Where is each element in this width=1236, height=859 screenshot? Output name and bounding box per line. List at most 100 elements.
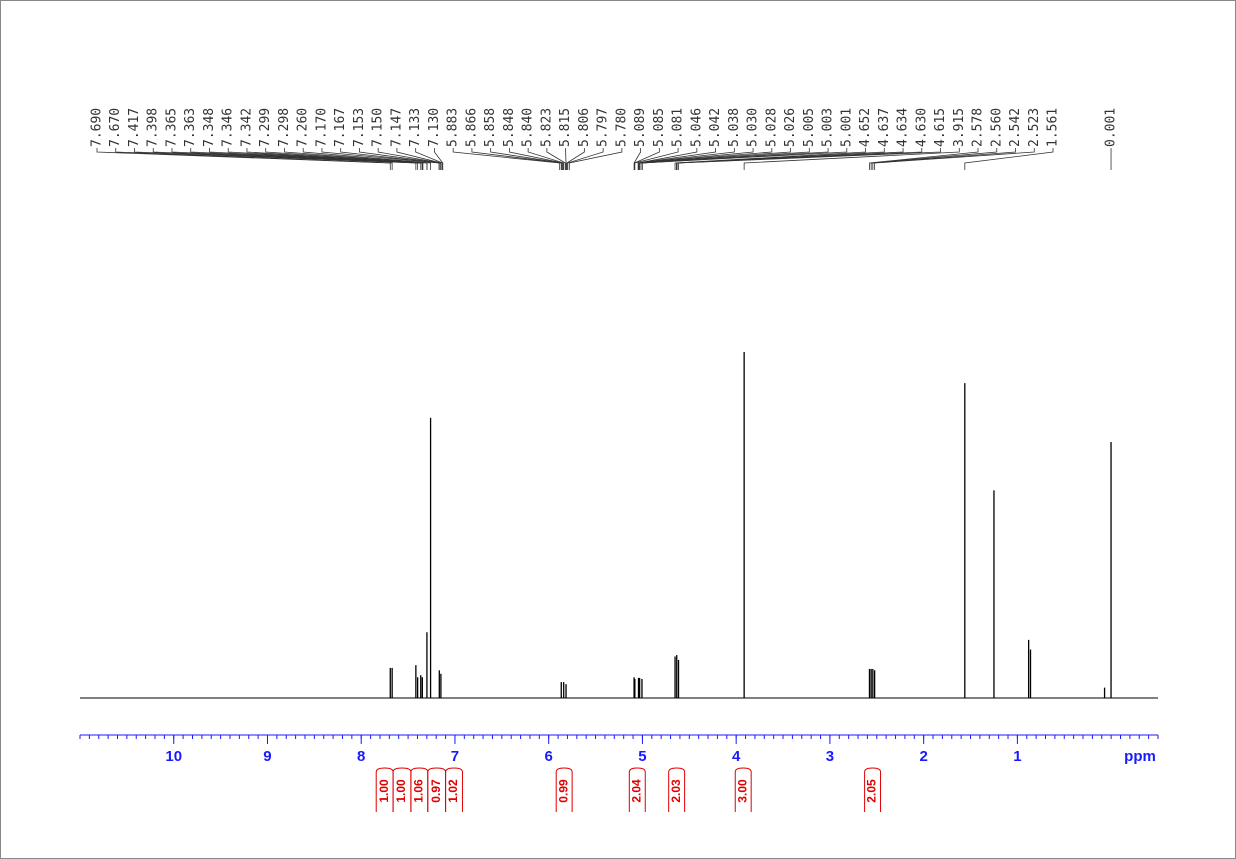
peak-label: 5.883 <box>446 108 461 147</box>
peak-label: 7.298 <box>277 108 292 147</box>
peak-label: 2.523 <box>1027 108 1042 147</box>
peak-label: 4.630 <box>914 108 929 147</box>
peak-label: 5.030 <box>746 108 761 147</box>
peak-label-connector <box>567 148 604 170</box>
peak-label-connector <box>508 148 564 170</box>
peak-label-connector <box>284 148 428 170</box>
peak-label: 2.542 <box>1008 108 1023 147</box>
peak-label: 5.780 <box>614 108 629 147</box>
peak-label: 7.167 <box>333 108 348 147</box>
x-tick-label: 4 <box>732 748 741 765</box>
peak-label: 5.823 <box>539 108 554 147</box>
integral-label: 2.04 <box>629 779 643 803</box>
peak-label-connector <box>641 148 848 170</box>
peak-label: 7.398 <box>146 108 161 147</box>
x-axis-label: ppm <box>1124 748 1156 765</box>
integral-bracket <box>555 767 573 812</box>
x-tick-label: 2 <box>919 748 927 765</box>
peak-label-connector <box>546 148 566 170</box>
peak-label: 4.634 <box>896 108 911 147</box>
peak-label: 4.652 <box>858 108 873 147</box>
peak-label: 4.637 <box>877 108 892 147</box>
peak-label-connector <box>678 148 941 170</box>
peak-label-connector <box>96 148 391 170</box>
peak-label: 5.026 <box>783 108 798 147</box>
peak-label: 7.170 <box>314 108 329 147</box>
peak-label: 7.260 <box>296 108 311 147</box>
peak-label-connector <box>134 148 417 170</box>
integral-bracket <box>864 767 882 812</box>
integral-bracket <box>375 767 394 812</box>
peak-label: 7.670 <box>108 108 123 147</box>
x-tick-label: 8 <box>357 748 365 765</box>
peak-label: 5.001 <box>839 108 854 147</box>
peak-label-connector <box>152 148 419 170</box>
peak-label: 5.815 <box>558 108 573 147</box>
x-tick-label: 3 <box>826 748 834 765</box>
peak-label: 7.153 <box>352 108 367 147</box>
peak-label: 5.806 <box>577 108 592 147</box>
peak-label: 1.561 <box>1046 108 1061 147</box>
peak-label: 5.866 <box>464 108 479 147</box>
peak-label: 5.848 <box>502 108 517 147</box>
peak-label: 5.797 <box>596 108 611 147</box>
peak-label-connector <box>872 148 1016 170</box>
peak-label: 7.133 <box>408 108 423 147</box>
peak-label-connector <box>743 148 960 170</box>
peak-label-connector <box>639 148 791 170</box>
peak-label-connector <box>396 148 442 170</box>
peak-label-connector <box>874 148 1035 170</box>
integral-bracket <box>427 767 447 812</box>
peak-label: 5.042 <box>708 108 723 147</box>
peak-label: 5.840 <box>521 108 536 147</box>
peak-label: 4.615 <box>933 108 948 147</box>
integral-bracket <box>410 767 429 812</box>
peak-label: 7.690 <box>90 108 105 147</box>
peak-label-connector <box>302 148 431 170</box>
integral-label: 1.02 <box>446 779 460 803</box>
peak-label-connector <box>634 148 679 170</box>
peak-label: 7.299 <box>258 108 273 147</box>
peak-label: 2.560 <box>989 108 1004 147</box>
integral-bracket <box>734 767 752 812</box>
peak-label-connector <box>490 148 563 170</box>
integral-bracket <box>392 767 412 812</box>
integral-label: 2.03 <box>669 779 683 803</box>
peak-label-connector <box>115 148 393 170</box>
peak-label-connector <box>452 148 561 170</box>
integral-label: 0.97 <box>429 779 443 803</box>
peak-label: 5.085 <box>652 108 667 147</box>
peak-label: 5.081 <box>671 108 686 147</box>
x-tick-label: 10 <box>165 748 182 765</box>
peak-label: 2.578 <box>971 108 986 147</box>
integral-label: 1.00 <box>377 779 391 803</box>
x-tick-label: 5 <box>638 748 646 765</box>
integral-label: 2.05 <box>865 779 879 803</box>
peak-label: 3.915 <box>952 108 967 147</box>
peak-label-connector <box>568 148 623 170</box>
peak-label-connector <box>638 148 735 170</box>
peak-label: 7.348 <box>202 108 217 147</box>
peak-label-connector <box>471 148 562 170</box>
peak-label-connector <box>246 148 424 170</box>
peak-label-connector <box>676 148 923 170</box>
integral-label: 3.00 <box>735 779 749 803</box>
integral-bracket <box>445 767 463 812</box>
peak-label: 7.147 <box>389 108 404 147</box>
peak-label: 0.001 <box>1104 108 1119 147</box>
integral-label: 0.99 <box>556 779 570 803</box>
integral-label: 1.00 <box>394 779 408 803</box>
peak-label: 5.046 <box>689 108 704 147</box>
peak-label-connector <box>964 148 1054 170</box>
integral-label: 1.06 <box>412 779 426 803</box>
peak-label-connector <box>527 148 565 170</box>
peak-label: 5.028 <box>764 108 779 147</box>
peak-label-connector <box>869 148 979 170</box>
peak-label: 7.363 <box>183 108 198 147</box>
peak-label: 5.038 <box>727 108 742 147</box>
peak-label: 5.003 <box>821 108 836 147</box>
peak-label-connector <box>190 148 422 170</box>
peak-label: 5.005 <box>802 108 817 147</box>
